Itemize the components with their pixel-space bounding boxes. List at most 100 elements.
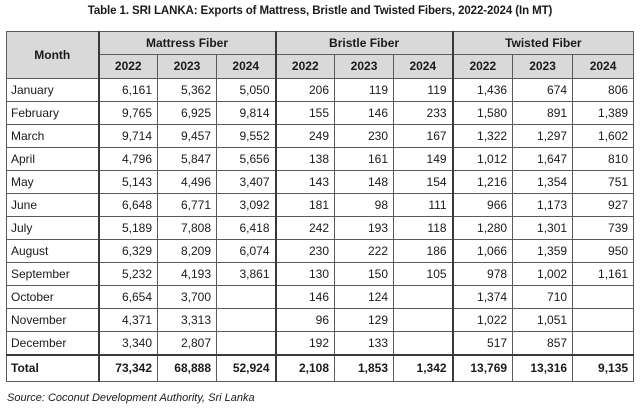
table-row: July 5,189 7,808 6,418 242 193 118 1,280 1,301 73… xyxy=(6,216,635,240)
value-cell: 233 xyxy=(393,101,454,125)
table-row: October 6,654 3,700 146 124 1,374 710 xyxy=(6,285,635,309)
value-cell: 96 xyxy=(274,308,336,332)
value-cell: 146 xyxy=(334,101,395,125)
value-cell: 9,457 xyxy=(157,124,217,148)
value-cell: 230 xyxy=(274,239,336,263)
value-cell: 1,389 xyxy=(572,101,635,125)
value-cell: 193 xyxy=(334,216,395,240)
value-cell: 1,002 xyxy=(512,262,574,286)
value-cell: 230 xyxy=(334,124,395,148)
value-cell: 7,808 xyxy=(157,216,217,240)
value-cell: 52,924 xyxy=(215,354,277,382)
value-cell: 6,771 xyxy=(157,193,217,217)
value-cell: 1,374 xyxy=(451,285,514,309)
value-cell: 6,161 xyxy=(97,78,158,102)
value-cell: 3,407 xyxy=(215,170,277,194)
table-row: February 9,765 6,925 9,814 155 146 233 1,580 891… xyxy=(6,101,635,125)
value-cell: 119 xyxy=(393,78,454,102)
value-cell: 1,173 xyxy=(512,193,574,217)
value-cell: 167 xyxy=(393,124,454,148)
value-cell: 9,765 xyxy=(97,101,158,125)
value-cell xyxy=(572,331,635,356)
value-cell: 148 xyxy=(334,170,395,194)
value-cell: 5,847 xyxy=(157,147,217,171)
source-note: Source: Coconut Development Authority, S… xyxy=(7,392,255,404)
value-cell: 978 xyxy=(451,262,514,286)
value-cell: 4,796 xyxy=(97,147,158,171)
value-cell: 124 xyxy=(334,285,395,309)
month-cell: March xyxy=(6,124,99,148)
value-cell xyxy=(393,331,454,356)
value-cell: 5,189 xyxy=(97,216,158,240)
month-cell: September xyxy=(6,262,99,286)
value-cell: 1,012 xyxy=(451,147,514,171)
value-cell: 1,051 xyxy=(512,308,574,332)
value-cell: 149 xyxy=(393,147,454,171)
year-header: 2022 xyxy=(274,54,336,79)
value-cell: 1,322 xyxy=(451,124,514,148)
value-cell xyxy=(572,308,635,332)
value-cell: 3,861 xyxy=(215,262,277,286)
value-cell: 9,714 xyxy=(97,124,158,148)
year-header: 2022 xyxy=(451,54,514,79)
value-cell: 105 xyxy=(393,262,454,286)
month-cell: October xyxy=(6,285,99,309)
value-cell: 118 xyxy=(393,216,454,240)
value-cell: 927 xyxy=(572,193,635,217)
month-header: Month xyxy=(6,31,99,79)
year-header: 2024 xyxy=(393,54,454,79)
value-cell: 143 xyxy=(274,170,336,194)
value-cell: 5,232 xyxy=(97,262,158,286)
value-cell: 3,092 xyxy=(215,193,277,217)
value-cell: 192 xyxy=(274,331,336,356)
value-cell: 8,209 xyxy=(157,239,217,263)
value-cell: 1,216 xyxy=(451,170,514,194)
group-header-mattress: Mattress Fiber xyxy=(97,31,277,55)
value-cell: 130 xyxy=(274,262,336,286)
value-cell: 133 xyxy=(334,331,395,356)
table-body: January 6,161 5,362 5,050 206 119 119 1,436 674 8… xyxy=(6,78,635,382)
value-cell: 111 xyxy=(393,193,454,217)
value-cell: 13,316 xyxy=(512,354,574,382)
value-cell xyxy=(393,285,454,309)
value-cell: 739 xyxy=(572,216,635,240)
month-cell: February xyxy=(6,101,99,125)
value-cell: 68,888 xyxy=(157,354,217,382)
value-cell: 138 xyxy=(274,147,336,171)
total-row: Total 73,342 68,888 52,924 2,108 1,853 1,342 13… xyxy=(6,354,635,382)
table-row: August 6,329 8,209 6,074 230 222 186 1,066 1,359… xyxy=(6,239,635,263)
value-cell: 3,700 xyxy=(157,285,217,309)
value-cell: 1,354 xyxy=(512,170,574,194)
total-label: Total xyxy=(6,354,99,382)
value-cell: 517 xyxy=(451,331,514,356)
value-cell: 154 xyxy=(393,170,454,194)
value-cell: 6,654 xyxy=(97,285,158,309)
value-cell: 73,342 xyxy=(97,354,158,382)
value-cell: 249 xyxy=(274,124,336,148)
value-cell: 4,371 xyxy=(97,308,158,332)
value-cell xyxy=(393,308,454,332)
value-cell: 891 xyxy=(512,101,574,125)
year-header: 2023 xyxy=(512,54,574,79)
value-cell: 1,297 xyxy=(512,124,574,148)
value-cell xyxy=(572,285,635,309)
value-cell: 146 xyxy=(274,285,336,309)
value-cell: 98 xyxy=(334,193,395,217)
group-header-row: Month Mattress Fiber Bristle Fiber Twist… xyxy=(6,31,635,79)
month-cell: May xyxy=(6,170,99,194)
value-cell: 4,496 xyxy=(157,170,217,194)
value-cell: 186 xyxy=(393,239,454,263)
value-cell: 6,329 xyxy=(97,239,158,263)
value-cell: 206 xyxy=(274,78,336,102)
value-cell: 674 xyxy=(512,78,574,102)
value-cell: 6,418 xyxy=(215,216,277,240)
year-header: 2024 xyxy=(215,54,277,79)
value-cell: 5,362 xyxy=(157,78,217,102)
table-title: Table 1. SRI LANKA: Exports of Mattress,… xyxy=(87,5,553,17)
month-cell: January xyxy=(6,78,99,102)
value-cell xyxy=(215,331,277,356)
value-cell: 1,602 xyxy=(572,124,635,148)
value-cell: 1,436 xyxy=(451,78,514,102)
value-cell: 2,108 xyxy=(274,354,336,382)
